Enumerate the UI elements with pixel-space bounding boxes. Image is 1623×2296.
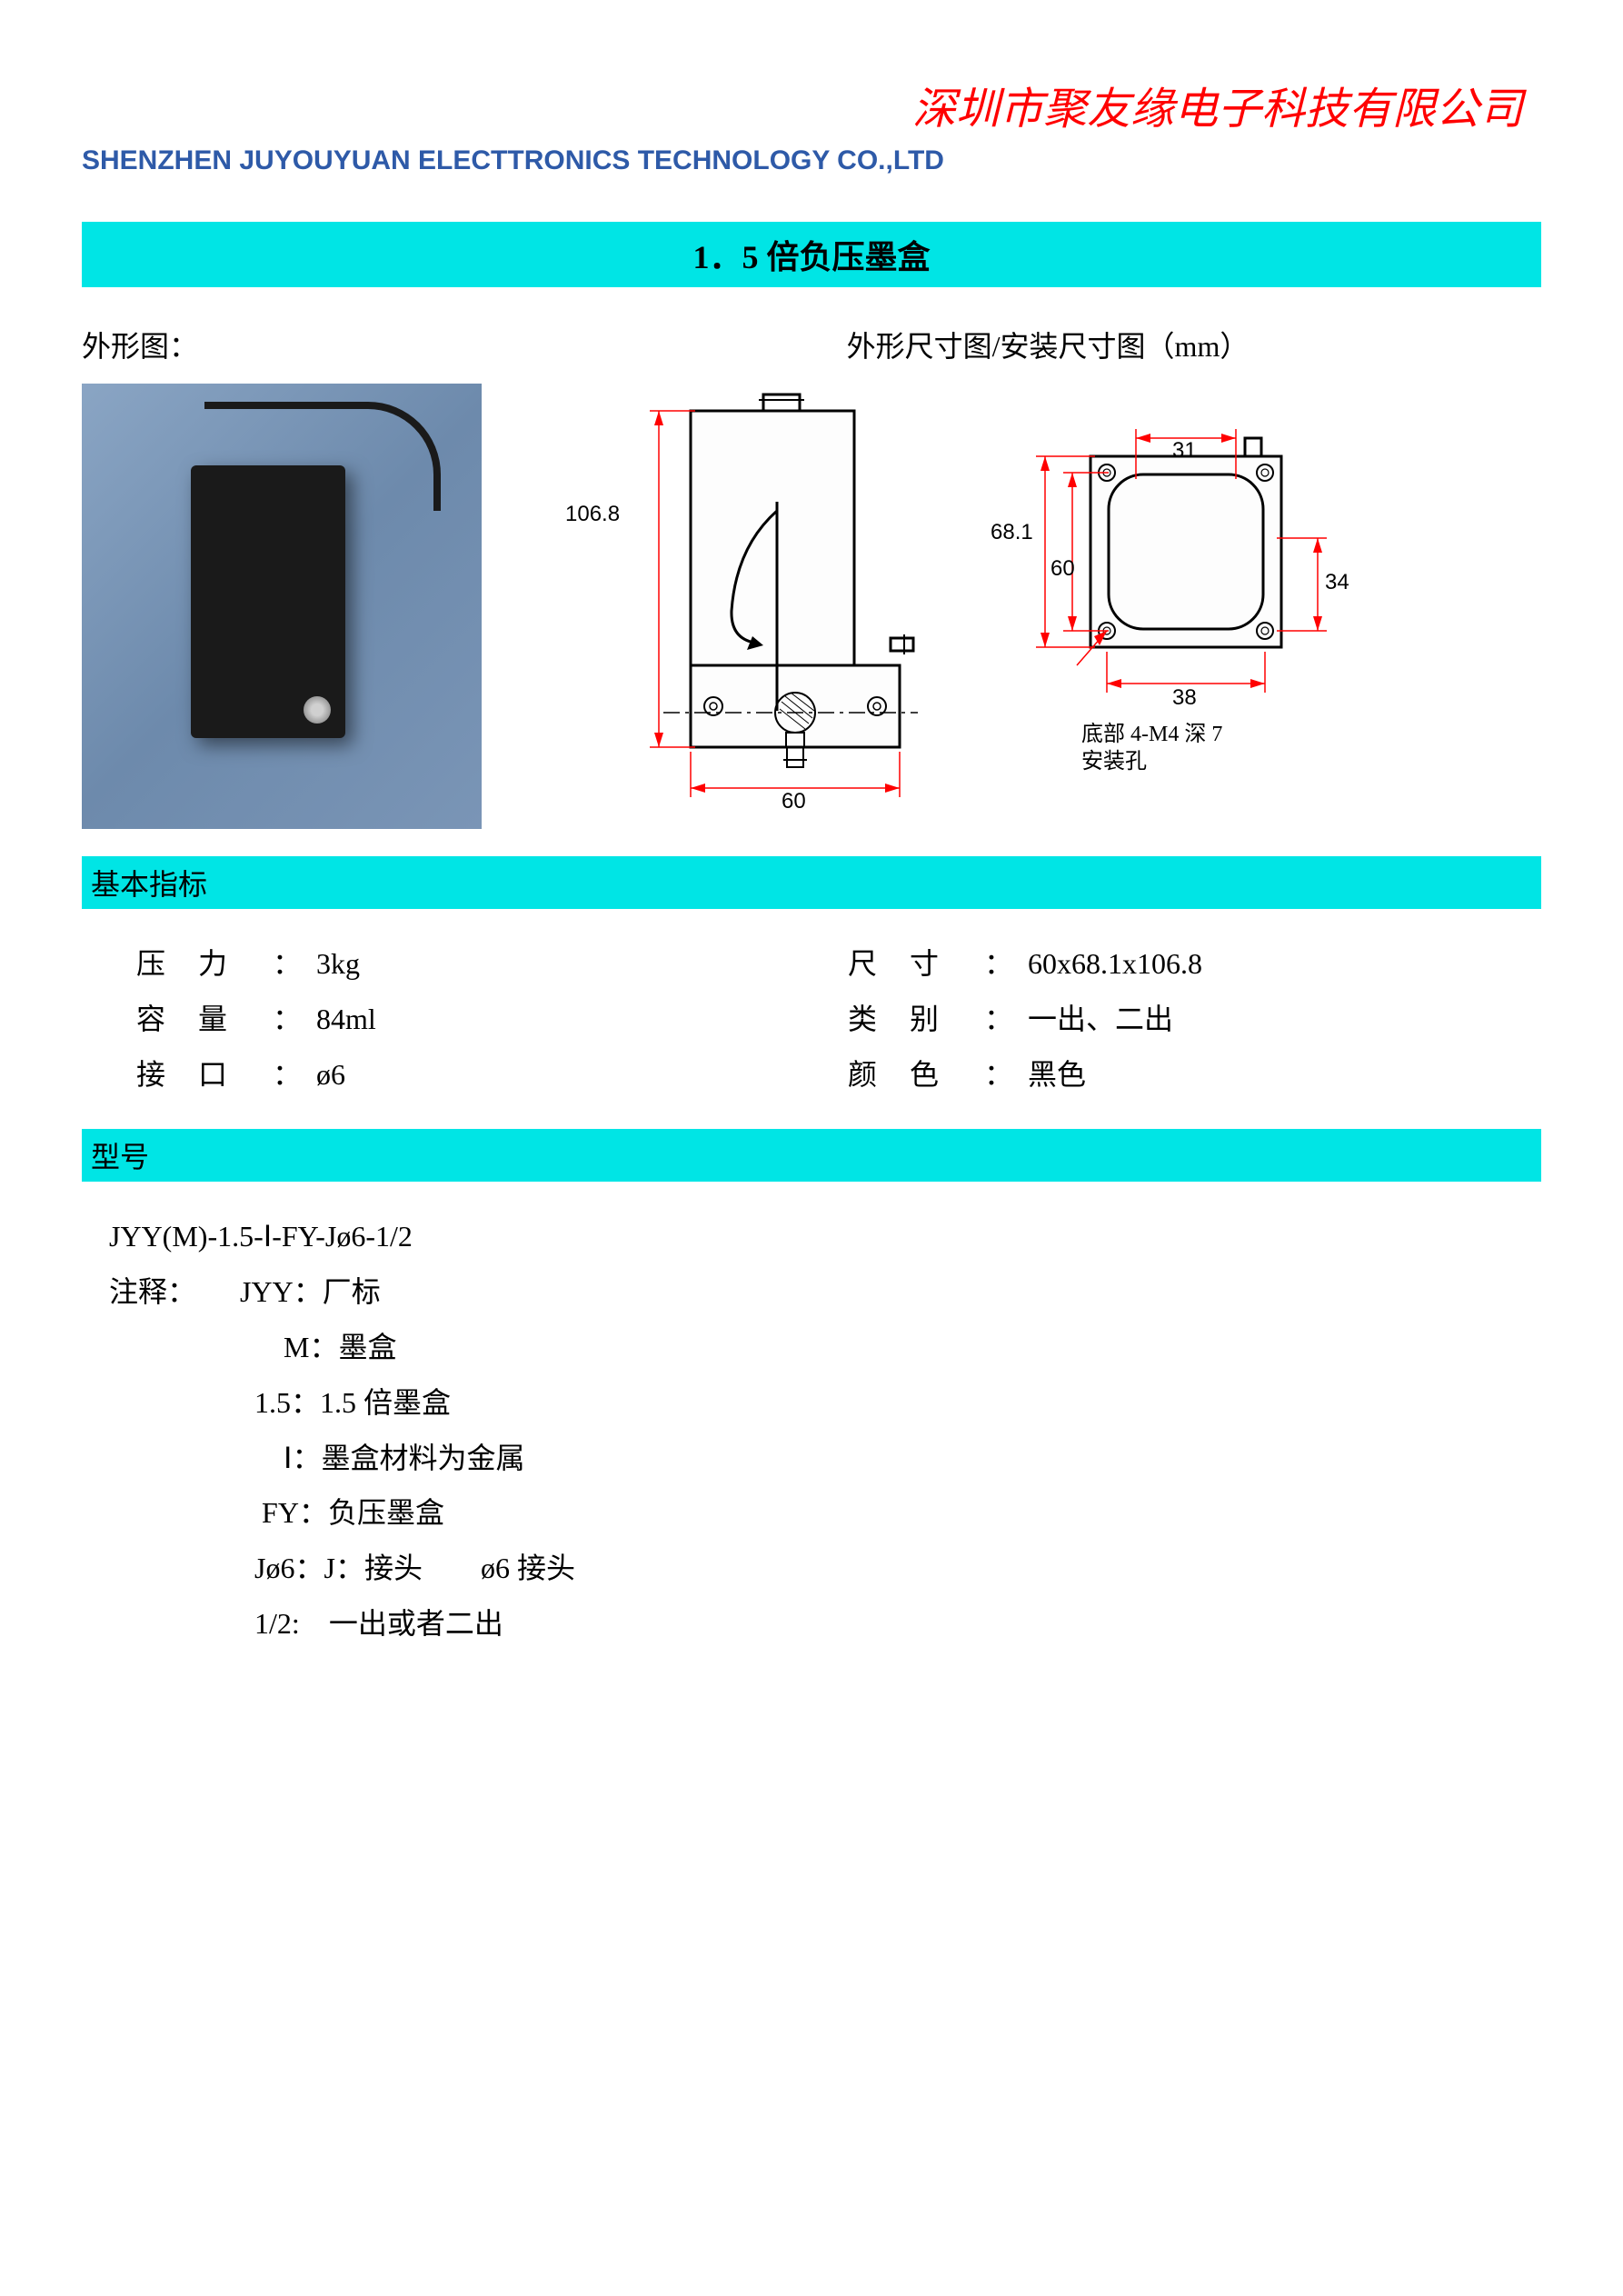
specs-left-col: 压力： 3kg 容量： 84ml 接口： ø6 — [136, 936, 775, 1102]
specs-heading: 基本指标 — [82, 856, 1541, 909]
model-heading: 型号 — [82, 1129, 1541, 1182]
figure-row: 外形图： 外形尺寸图/安装尺寸图（mm） — [82, 324, 1541, 829]
model-code: JYY(M)-1.5-Ⅰ-FY-Jø6-1/2 — [109, 1209, 1514, 1264]
spec-volume: 容量： 84ml — [136, 992, 775, 1047]
model-note-6: 1/2: 一出或者二出 — [109, 1596, 1514, 1652]
device-knob-graphic — [304, 696, 331, 724]
dim-38: 38 — [1172, 685, 1197, 711]
dimensions-label: 外形尺寸图/安装尺寸图（mm） — [554, 324, 1541, 365]
dim-60: 60 — [1050, 556, 1075, 582]
bottom-view-diagram: 68.1 60 31 34 38 底部 4-M4 深 7 安装孔 — [981, 384, 1363, 811]
mounting-note-2: 安装孔 — [1081, 743, 1147, 774]
dim-34: 34 — [1325, 570, 1349, 595]
dim-68-1: 68.1 — [991, 520, 1033, 545]
product-photo — [82, 384, 482, 829]
dim-height-106-8: 106.8 — [565, 502, 620, 527]
company-name-en: SHENZHEN JUYOUYUAN ELECTTRONICS TECHNOLO… — [82, 145, 1541, 176]
specs-right-col: 尺寸： 60x68.1x106.8 类别： 一出、二出 颜色： 黑色 — [848, 936, 1487, 1102]
spec-size: 尺寸： 60x68.1x106.8 — [848, 936, 1487, 992]
spec-color: 颜色： 黑色 — [848, 1047, 1487, 1103]
model-note-1: M：墨盒 — [109, 1320, 1514, 1375]
product-title: 1．5 倍负压墨盒 — [82, 222, 1541, 287]
model-note-2: 1.5：1.5 倍墨盒 — [109, 1375, 1514, 1431]
model-block: JYY(M)-1.5-Ⅰ-FY-Jø6-1/2 注释： JYY：厂标 M：墨盒 … — [82, 1209, 1541, 1651]
spec-type: 类别： 一出、二出 — [848, 992, 1487, 1047]
specs-table: 压力： 3kg 容量： 84ml 接口： ø6 尺寸： 60x68.1x106.… — [82, 936, 1541, 1102]
model-note-5: Jø6：J：接头 ø6 接头 — [109, 1541, 1514, 1596]
dim-width-60: 60 — [782, 789, 806, 814]
dimension-diagrams: 106.8 60 — [554, 384, 1541, 829]
spec-pressure: 压力： 3kg — [136, 936, 775, 992]
dim-31: 31 — [1172, 438, 1197, 464]
model-note-3: Ⅰ：墨盒材料为金属 — [109, 1431, 1514, 1486]
photo-label: 外形图： — [82, 324, 518, 365]
model-note-0: 注释： JYY：厂标 — [109, 1264, 1514, 1320]
company-name-cn: 深圳市聚友缘电子科技有限公司 — [82, 73, 1541, 136]
front-view-diagram: 106.8 60 — [554, 384, 954, 811]
model-note-4: FY：负压墨盒 — [109, 1485, 1514, 1541]
spec-port: 接口： ø6 — [136, 1047, 775, 1103]
